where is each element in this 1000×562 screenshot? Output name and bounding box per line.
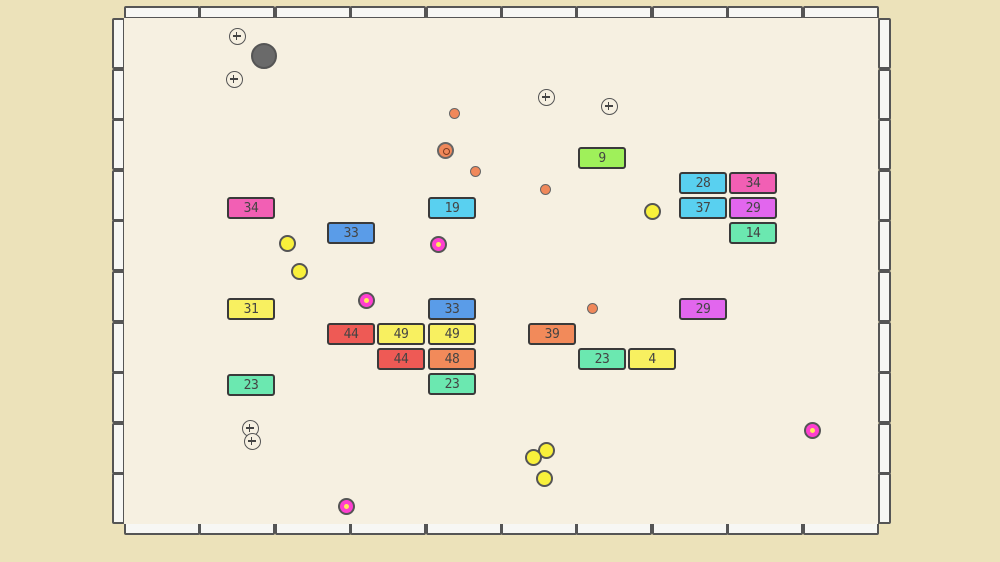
brick: 49 xyxy=(428,323,476,345)
brick: 29 xyxy=(729,197,777,219)
brick: 4 xyxy=(628,348,676,370)
right-wall-segment xyxy=(878,18,891,69)
brick: 37 xyxy=(679,197,727,219)
brick: 33 xyxy=(428,298,476,320)
brick: 29 xyxy=(679,298,727,320)
plus-icon xyxy=(228,27,246,45)
orange-ball xyxy=(469,165,481,177)
brick: 28 xyxy=(679,172,727,194)
plus-icon xyxy=(243,432,261,450)
right-wall-segment xyxy=(878,473,891,525)
magenta-ball xyxy=(337,497,355,515)
brick: 9 xyxy=(578,147,626,169)
right-wall-segment xyxy=(878,169,891,221)
magenta-ball xyxy=(803,421,821,439)
brick: 44 xyxy=(327,323,375,345)
brick: 23 xyxy=(578,348,626,370)
yellow-ball xyxy=(278,234,296,252)
brick: 14 xyxy=(729,222,777,244)
orange-ball xyxy=(448,107,460,119)
brick: 19 xyxy=(428,197,476,219)
gray-ball xyxy=(251,43,277,69)
brick: 44 xyxy=(377,348,425,370)
brick: 31 xyxy=(227,298,275,320)
right-wall-segment xyxy=(878,68,891,120)
plus-icon xyxy=(537,88,555,106)
right-wall-segment xyxy=(878,321,891,373)
yellow-ball xyxy=(524,448,542,466)
magenta-ball xyxy=(429,235,447,253)
yellow-ball xyxy=(290,262,308,280)
plus-icon xyxy=(225,70,243,88)
right-wall-segment xyxy=(878,220,891,272)
plus-icon xyxy=(241,419,259,437)
right-wall-segment xyxy=(878,372,891,424)
brick: 23 xyxy=(428,373,476,395)
brick: 23 xyxy=(227,374,275,396)
orange-ball xyxy=(539,183,551,195)
right-wall-segment xyxy=(878,422,891,474)
brick: 34 xyxy=(227,197,275,219)
plus-icon xyxy=(600,97,618,115)
brick: 48 xyxy=(428,348,476,370)
brick: 34 xyxy=(729,172,777,194)
right-wall-segment xyxy=(878,271,891,322)
orange-ring-ball xyxy=(436,141,454,159)
play-field[interactable] xyxy=(124,18,878,524)
brick: 39 xyxy=(528,323,576,345)
yellow-ball xyxy=(643,202,661,220)
magenta-ball xyxy=(357,291,375,309)
orange-ball xyxy=(586,302,598,314)
right-wall-segment xyxy=(878,119,891,171)
yellow-ball xyxy=(535,469,553,487)
brick: 49 xyxy=(377,323,425,345)
brick: 33 xyxy=(327,222,375,244)
